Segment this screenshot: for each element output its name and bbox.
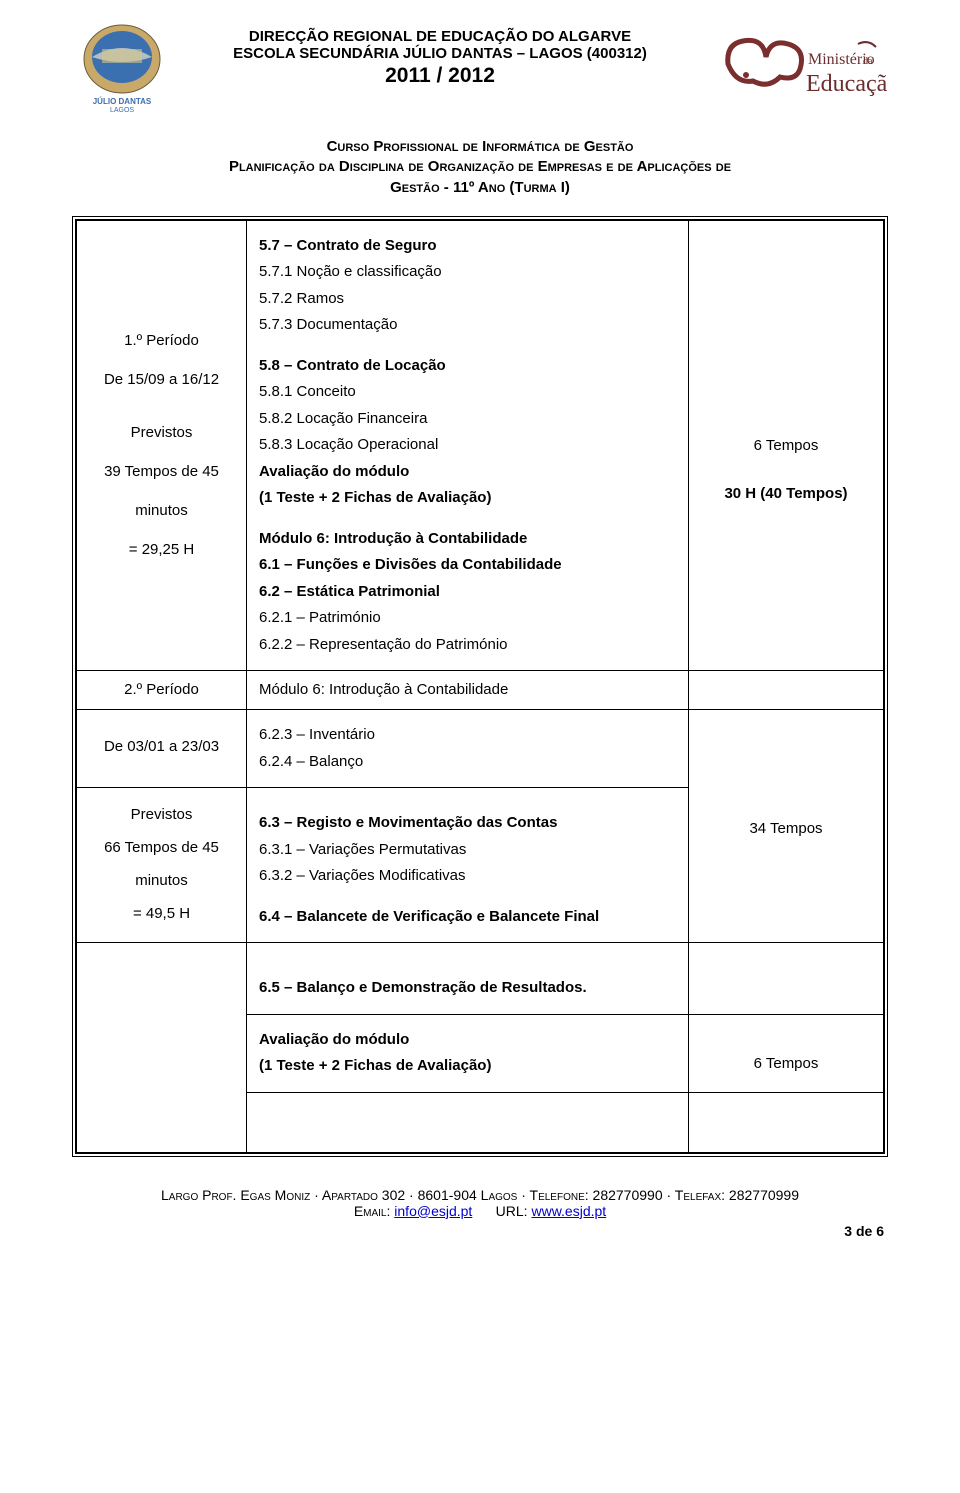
footer-url-link[interactable]: www.esjd.pt	[531, 1203, 606, 1219]
period2-content4: Avaliação do módulo (1 Teste + 2 Fichas …	[247, 1014, 689, 1092]
period1-dates: De 15/09 a 16/12	[89, 360, 234, 399]
content-6-2-2: 6.2.2 – Representação do Património	[259, 634, 676, 657]
ministerio-logo-icon: Ministério da Educação	[708, 19, 888, 119]
empty-right	[689, 1092, 884, 1152]
content-6-3-1: 6.3.1 – Variações Permutativas	[259, 839, 676, 862]
period1-hours: = 29,25 H	[89, 530, 234, 569]
period1-left-cell: 1.º Período De 15/09 a 16/12 Previstos 3…	[77, 220, 247, 671]
svg-text:da: da	[863, 56, 873, 67]
school-logo-icon: JÚLIO DANTAS LAGOS	[72, 19, 172, 114]
svg-text:LAGOS: LAGOS	[110, 107, 134, 114]
period2-right-34tempos: 34 Tempos	[701, 820, 871, 837]
content-6-2-1: 6.2.1 – Património	[259, 607, 676, 630]
footer: Largo Prof. Egas Moniz · Apartado 302 · …	[72, 1187, 888, 1219]
content-teste2: (1 Teste + 2 Fichas de Avaliação)	[259, 1055, 676, 1078]
period1-previstos: Previstos	[89, 413, 234, 452]
period2-minutos: minutos	[89, 864, 234, 897]
footer-url-label: URL:	[496, 1203, 532, 1219]
content-modulo6a: Módulo 6: Introdução à Contabilidade	[259, 528, 676, 551]
period2-right-cell: 34 Tempos	[689, 710, 884, 943]
content-6-4: 6.4 – Balancete de Verificação e Balance…	[259, 906, 676, 929]
header-row: JÚLIO DANTAS LAGOS DIRECÇÃO REGIONAL DE …	[72, 24, 888, 119]
page-number: 3 de 6	[72, 1223, 888, 1239]
content-avaliacao2: Avaliação do módulo	[259, 1029, 676, 1052]
period2-content3: 6.5 – Balanço e Demonstração de Resultad…	[247, 943, 689, 1015]
period1-title: 1.º Período	[89, 321, 234, 360]
content-teste1: (1 Teste + 2 Fichas de Avaliação)	[259, 487, 676, 510]
footer-address: Largo Prof. Egas Moniz · Apartado 302 · …	[72, 1187, 888, 1203]
footer-email-label: Email:	[354, 1203, 394, 1219]
period2-right-empty	[689, 671, 884, 710]
period2-hours: = 49,5 H	[89, 897, 234, 930]
period1-right-cell: 6 Tempos 30 H (40 Tempos)	[689, 220, 884, 671]
content-6-1: 6.1 – Funções e Divisões da Contabilidad…	[259, 554, 676, 577]
subtitle-line3: Gestão - 11º Ano (Turma I)	[72, 178, 888, 198]
content-5-8-1: 5.8.1 Conceito	[259, 381, 676, 404]
planning-table: 1.º Período De 15/09 a 16/12 Previstos 3…	[72, 216, 888, 1157]
content-5-7: 5.7 – Contrato de Seguro	[259, 235, 676, 258]
svg-text:JÚLIO DANTAS: JÚLIO DANTAS	[93, 97, 152, 106]
content-6-2-4: 6.2.4 – Balanço	[259, 751, 676, 774]
header-year: 2011 / 2012	[180, 64, 700, 88]
period2-title: 2.º Período	[89, 681, 234, 699]
period2-mid-cell: Módulo 6: Introdução à Contabilidade	[247, 671, 689, 710]
subtitle-line1: Curso Profissional de Informática de Ges…	[72, 137, 888, 157]
content-6-2-3: 6.2.3 – Inventário	[259, 724, 676, 747]
period1-right-6tempos: 6 Tempos	[701, 431, 871, 461]
period1-minutos: minutos	[89, 491, 234, 530]
subtitle-line2: Planificação da Disciplina de Organizaçã…	[72, 157, 888, 177]
header-escola: ESCOLA SECUNDÁRIA JÚLIO DANTAS – LAGOS (…	[180, 45, 700, 62]
footer-email-link[interactable]: info@esjd.pt	[394, 1203, 472, 1219]
period2-right-6tempos: 6 Tempos	[701, 1025, 871, 1072]
content-5-8-2: 5.8.2 Locação Financeira	[259, 408, 676, 431]
period2-left-cell: 2.º Período	[77, 671, 247, 710]
period2-content1: 6.2.3 – Inventário 6.2.4 – Balanço	[247, 710, 689, 788]
content-5-8-3: 5.8.3 Locação Operacional	[259, 434, 676, 457]
period1-content-cell: 5.7 – Contrato de Seguro 5.7.1 Noção e c…	[247, 220, 689, 671]
content-6-5: 6.5 – Balanço e Demonstração de Resultad…	[259, 977, 676, 1000]
header-direccao: DIRECÇÃO REGIONAL DE EDUCAÇÃO DO ALGARVE	[180, 28, 700, 45]
content-5-7-2: 5.7.2 Ramos	[259, 288, 676, 311]
content-modulo6b: Módulo 6: Introdução à Contabilidade	[259, 681, 676, 698]
period2-right-6tempos-cell: 6 Tempos	[689, 1014, 884, 1092]
period2-previstos: Previstos	[89, 798, 234, 831]
content-6-3: 6.3 – Registo e Movimentação das Contas	[259, 812, 676, 835]
content-6-3-2: 6.3.2 – Variações Modificativas	[259, 865, 676, 888]
content-5-7-1: 5.7.1 Noção e classificação	[259, 261, 676, 284]
empty-mid	[247, 1092, 689, 1152]
period2-right-empty2	[689, 943, 884, 1015]
period2-content2: 6.3 – Registo e Movimentação das Contas …	[247, 788, 689, 943]
period2-left-empty	[77, 943, 247, 1153]
content-avaliacao1: Avaliação do módulo	[259, 461, 676, 484]
footer-contacts: Email: info@esjd.pt URL: www.esjd.pt	[72, 1203, 888, 1219]
subtitle-block: Curso Profissional de Informática de Ges…	[72, 137, 888, 198]
content-5-8: 5.8 – Contrato de Locação	[259, 355, 676, 378]
period2-dates: De 03/01 a 23/03	[89, 730, 234, 763]
period2-previstos-cell: Previstos 66 Tempos de 45 minutos = 49,5…	[77, 788, 247, 943]
content-5-7-3: 5.7.3 Documentação	[259, 314, 676, 337]
document-page: JÚLIO DANTAS LAGOS DIRECÇÃO REGIONAL DE …	[0, 0, 960, 1259]
period1-right-30h: 30 H (40 Tempos)	[701, 479, 871, 509]
svg-text:Educação: Educação	[806, 71, 888, 97]
content-6-2: 6.2 – Estática Patrimonial	[259, 581, 676, 604]
header-text-block: DIRECÇÃO REGIONAL DE EDUCAÇÃO DO ALGARVE…	[172, 24, 708, 88]
period1-tempos: 39 Tempos de 45	[89, 452, 234, 491]
period2-tempos: 66 Tempos de 45	[89, 831, 234, 864]
period2-dates-cell: De 03/01 a 23/03	[77, 710, 247, 788]
